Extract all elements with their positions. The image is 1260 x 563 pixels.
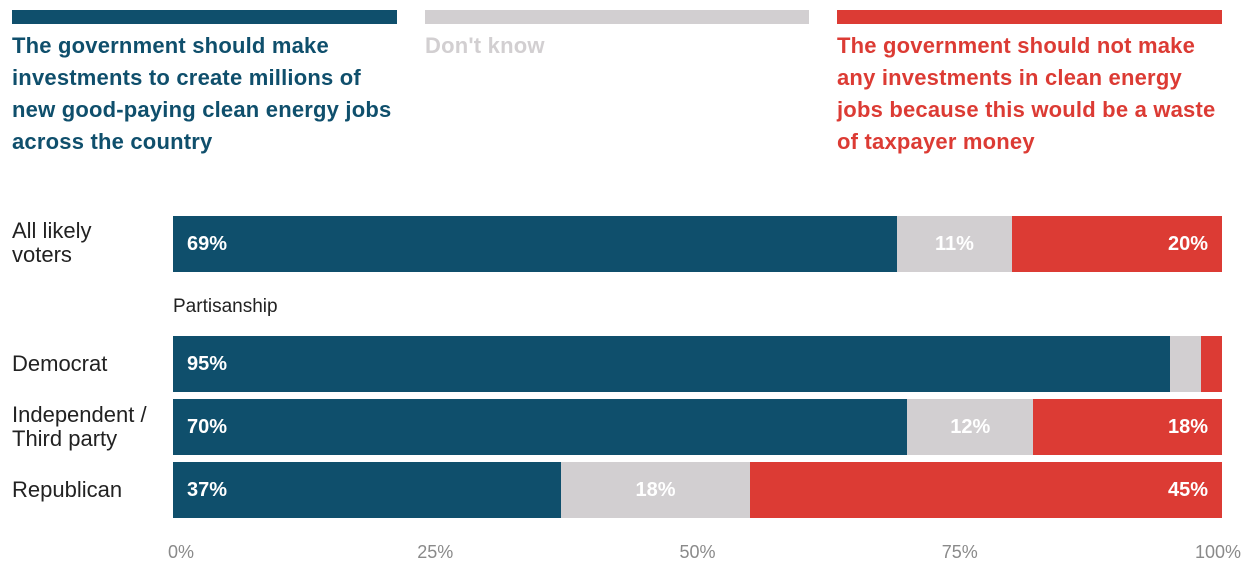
- bar-segment: [896, 216, 1013, 272]
- data-label: 11%: [935, 233, 974, 255]
- x-tick-label: 50%: [679, 542, 716, 562]
- bar-segment: [173, 462, 562, 518]
- legend-item-dont-know: Don't know: [425, 10, 809, 62]
- row-label: All likely voters: [12, 218, 92, 267]
- x-tick-label: 75%: [941, 542, 978, 562]
- legend-swatch-no-invest: [837, 10, 1222, 24]
- data-label: 12%: [950, 416, 991, 438]
- row-label: Independent / Third party: [12, 402, 147, 451]
- row-label: Democrat: [12, 351, 108, 376]
- bar-segment: [561, 462, 750, 518]
- bar-segment: [749, 462, 1222, 518]
- bar-segment: [907, 399, 1034, 455]
- legend-label-dont-know: Don't know: [425, 33, 545, 58]
- data-label: 37%: [187, 479, 228, 501]
- x-tick-label: 0%: [167, 542, 195, 562]
- x-tick-label: 25%: [417, 542, 454, 562]
- bar-segment: [1012, 216, 1222, 272]
- legend-item-invest: The government should make investments t…: [12, 10, 397, 158]
- group-label-partisanship: Partisanship: [173, 296, 278, 317]
- legend-swatch-invest: [12, 10, 397, 24]
- data-label: 95%: [187, 353, 228, 375]
- bar-row: 69% 11% 20%: [173, 216, 1222, 272]
- bar-segment: [1201, 336, 1222, 392]
- legend-swatch-dont-know: [425, 10, 809, 24]
- legend-label-invest: The government should make investments t…: [12, 33, 392, 154]
- data-label: 45%: [1167, 479, 1208, 501]
- legend-label-no-invest: The government should not make any inves…: [837, 33, 1216, 154]
- bar-segment: [173, 216, 897, 272]
- bar-segment: [173, 336, 1170, 392]
- data-label: 70%: [187, 416, 228, 438]
- bar-segment: [1169, 336, 1202, 392]
- bar-row: 37% 18% 45%: [173, 462, 1222, 518]
- x-tick-label: 100%: [1194, 542, 1242, 562]
- data-label: 69%: [187, 233, 228, 255]
- bar-row: 95%: [173, 336, 1222, 392]
- row-label: Republican: [12, 477, 123, 502]
- bar-segment: [1033, 399, 1222, 455]
- data-label: 18%: [1167, 416, 1208, 438]
- bar-row: 70% 12% 18%: [173, 399, 1222, 455]
- legend-item-no-invest: The government should not make any inves…: [837, 10, 1222, 158]
- data-label: 20%: [1167, 233, 1208, 255]
- data-label: 18%: [635, 479, 676, 501]
- bar-segment: [173, 399, 908, 455]
